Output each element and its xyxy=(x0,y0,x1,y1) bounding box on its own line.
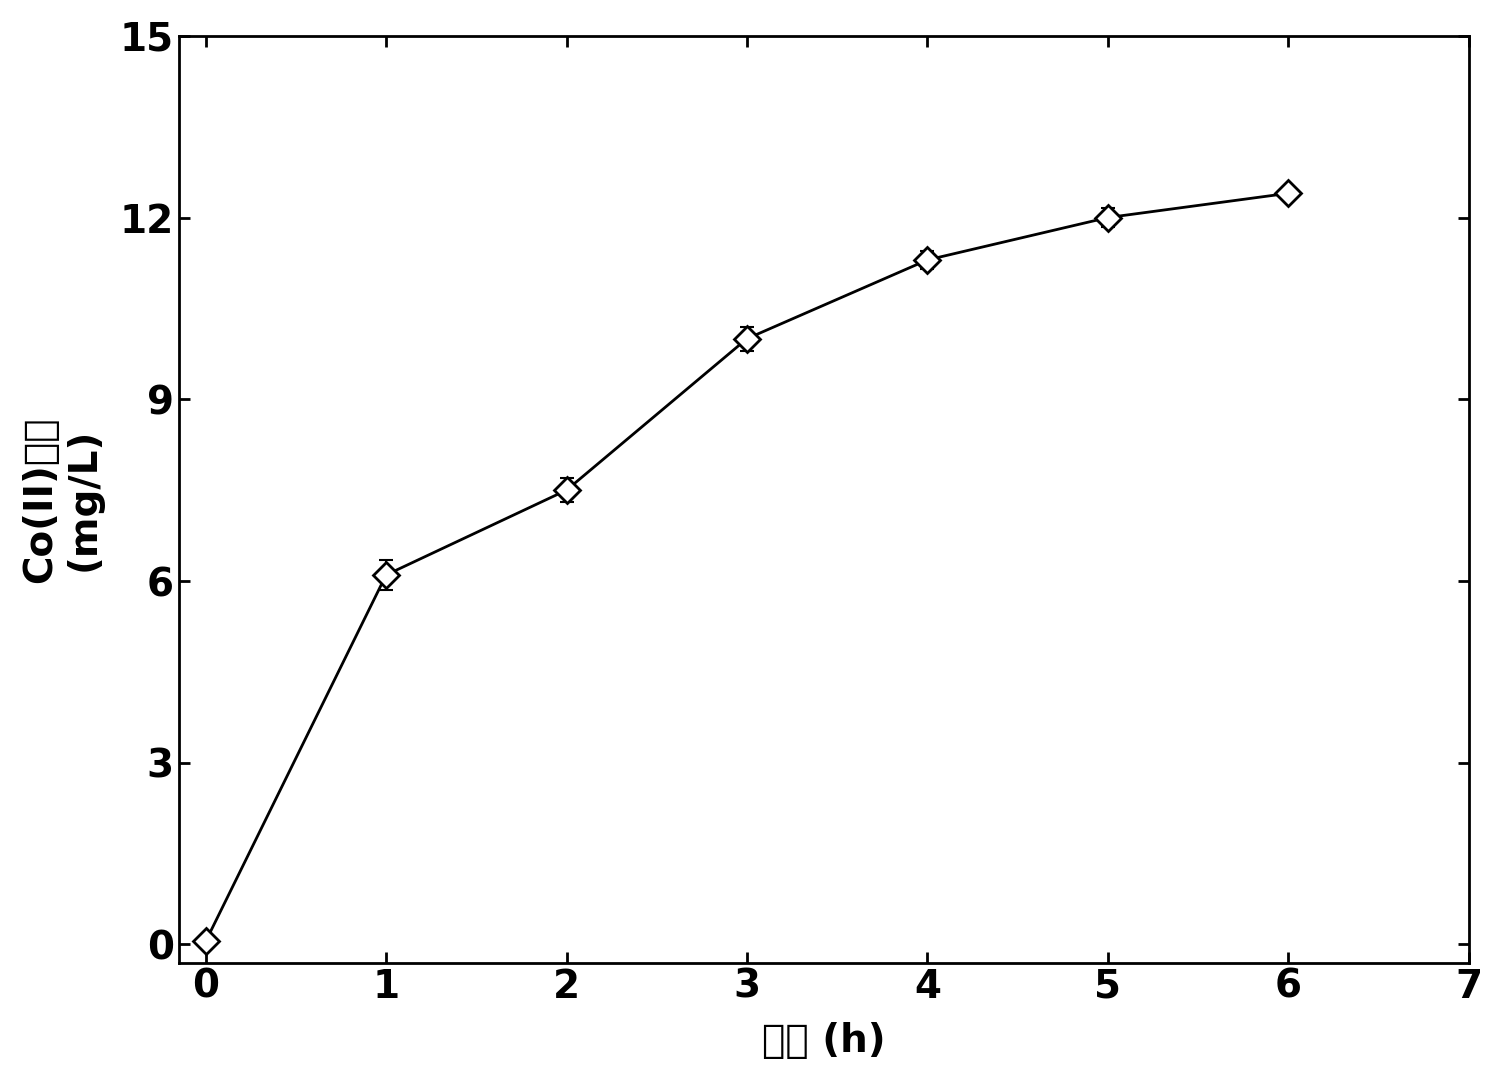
X-axis label: 时间 (h): 时间 (h) xyxy=(762,1023,885,1060)
Y-axis label: Co(II)浓度
(mg/L): Co(II)浓度 (mg/L) xyxy=(21,416,102,583)
